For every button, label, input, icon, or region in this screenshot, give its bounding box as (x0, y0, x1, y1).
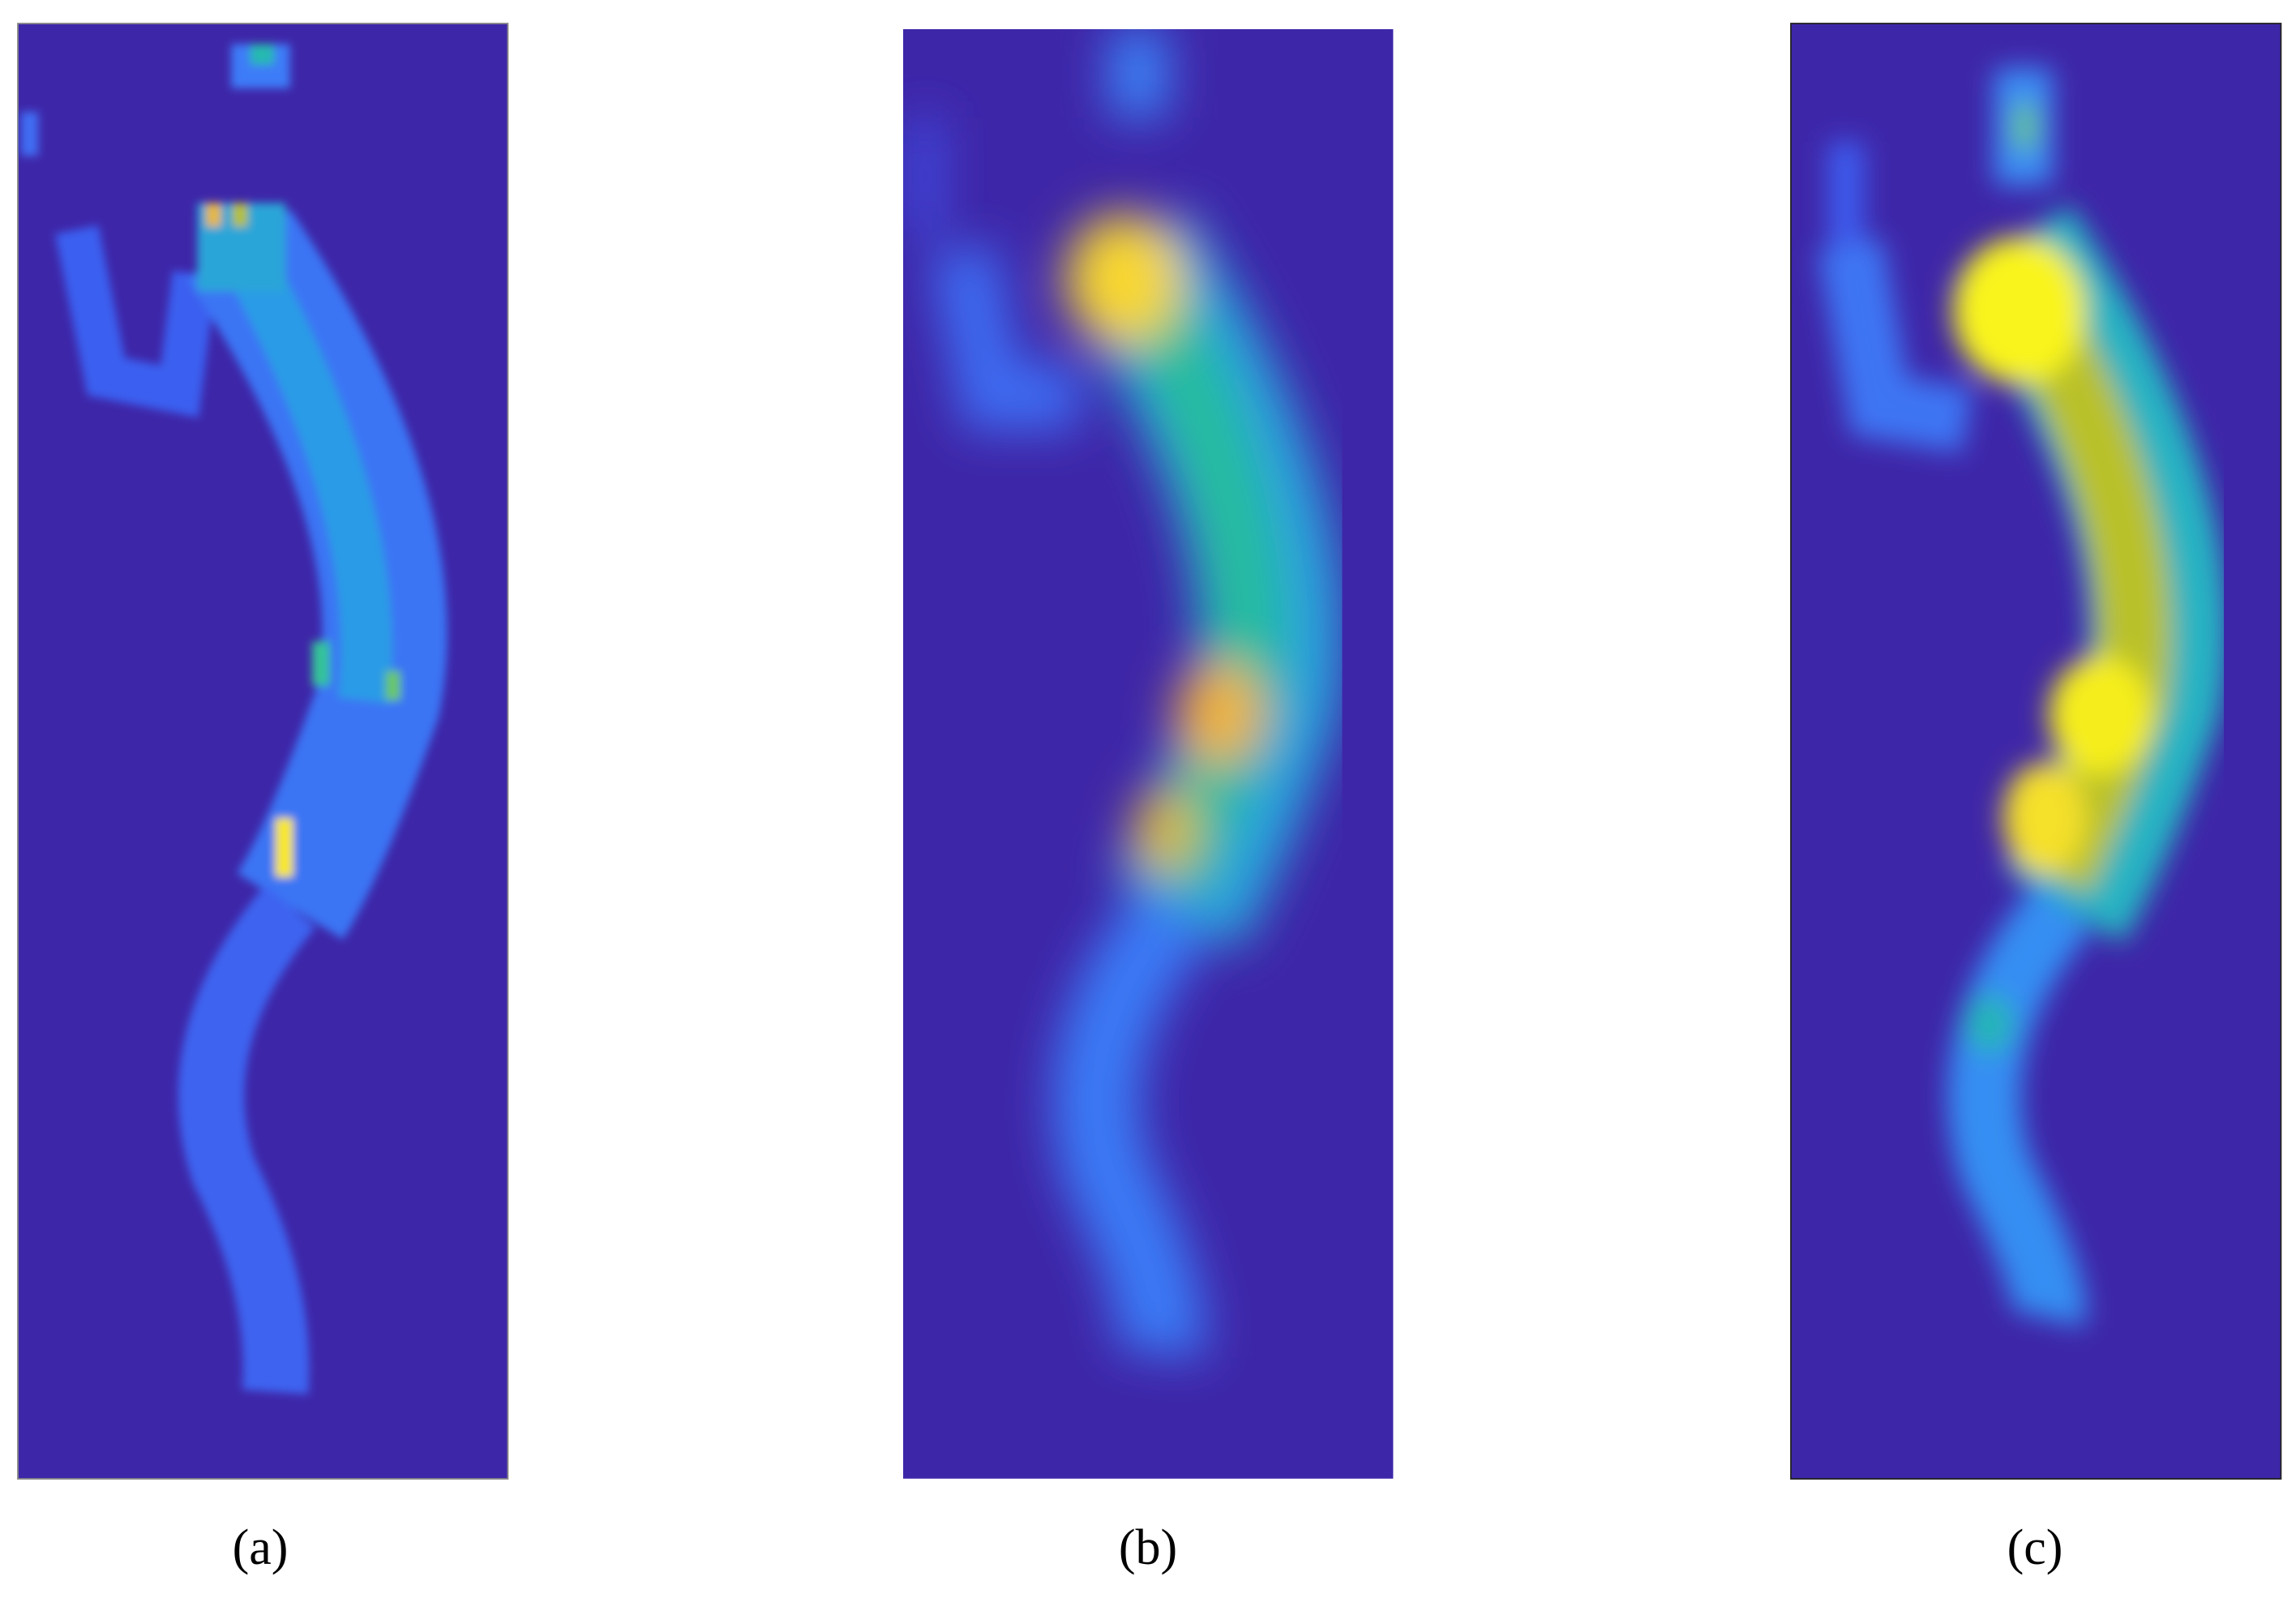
heatmap-a (17, 23, 509, 1480)
heatmap-body (1817, 67, 2228, 1328)
panel-label: (b) (1119, 1520, 1177, 1575)
heatmap-b (903, 29, 1394, 1479)
heatmap-c (1790, 23, 2282, 1480)
heatmap-body (20, 44, 448, 1395)
panel-label: (c) (2007, 1520, 2063, 1575)
heatmap-body (910, 29, 1344, 1360)
panel-label: (a) (233, 1520, 289, 1575)
